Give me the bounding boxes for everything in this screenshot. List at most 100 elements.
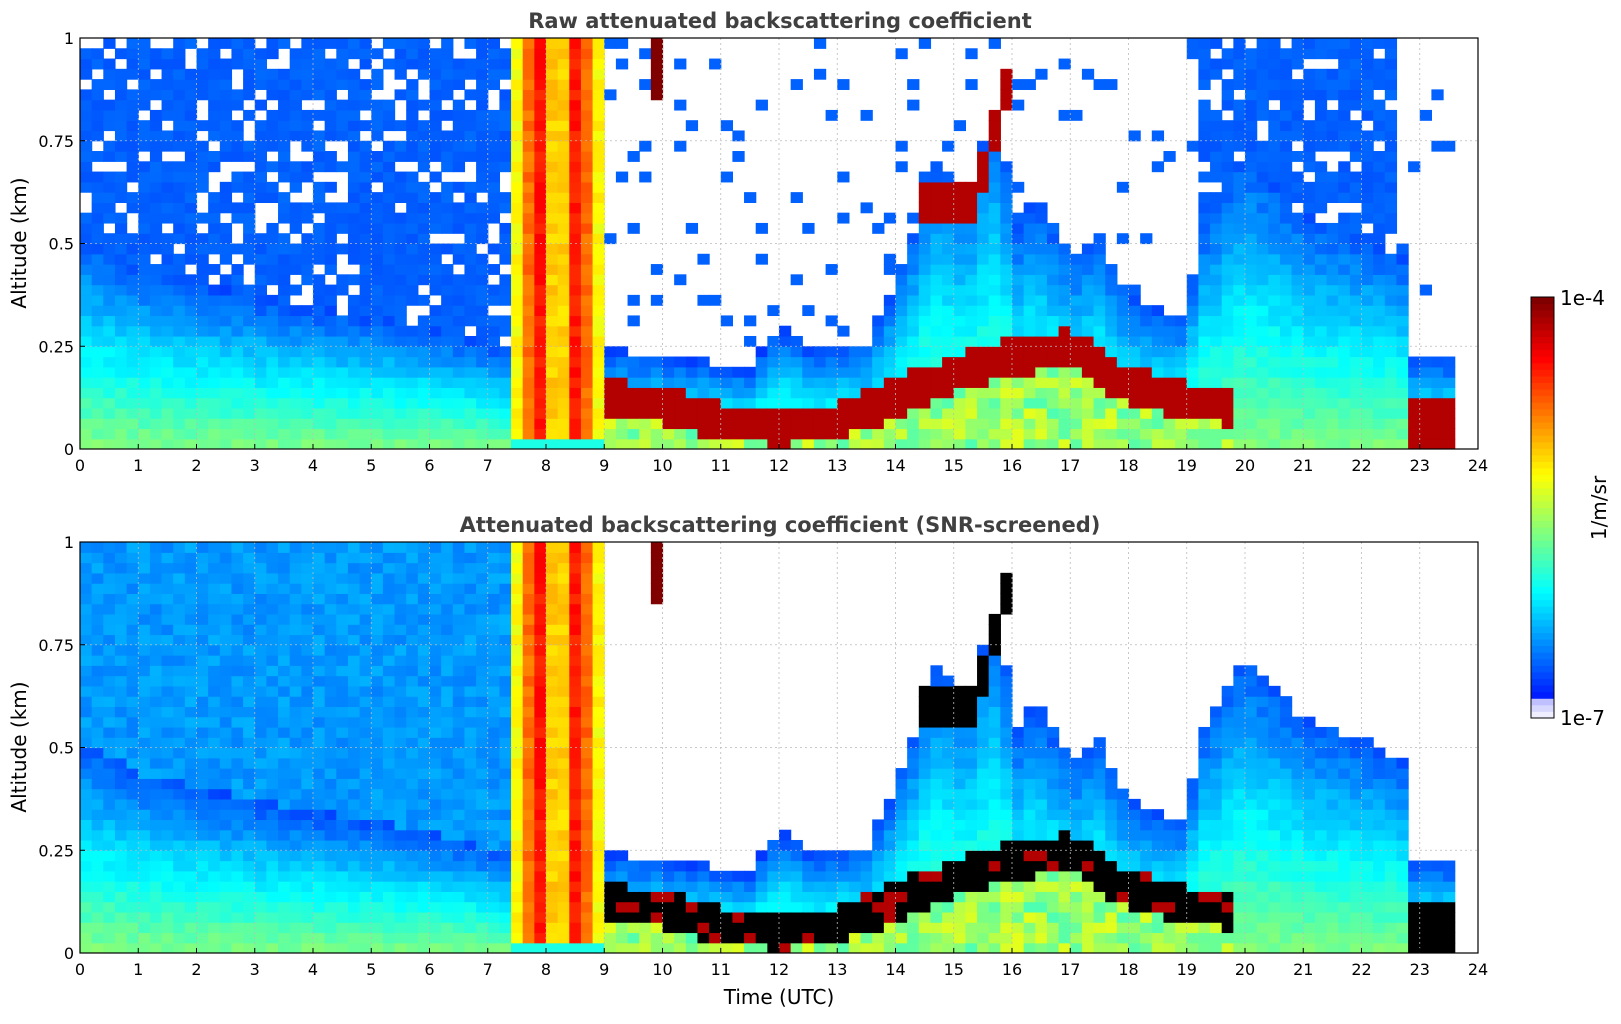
heatmap-cell [1373, 428, 1385, 439]
heatmap-cell [162, 336, 174, 347]
heatmap-cell [360, 182, 372, 193]
heatmap-cell [1198, 38, 1210, 49]
heatmap-cell [220, 819, 232, 830]
heatmap-cell [278, 563, 290, 574]
heatmap-cell [1280, 48, 1292, 59]
heatmap-cell [1268, 161, 1280, 172]
heatmap-cell [569, 377, 581, 388]
heatmap-cell [173, 367, 185, 378]
heatmap-cell [464, 686, 476, 697]
heatmap-cell [92, 223, 104, 234]
heatmap-cell [1385, 223, 1397, 234]
heatmap-cell [278, 789, 290, 800]
heatmap-cell [511, 676, 523, 687]
heatmap-cell [546, 768, 558, 779]
heatmap-cell [499, 542, 511, 553]
heatmap-cell [546, 871, 558, 882]
heatmap-cell [383, 850, 395, 861]
heatmap-cell [266, 367, 278, 378]
heatmap-cell [185, 850, 197, 861]
heatmap-cell [558, 346, 570, 357]
heatmap-cell [173, 213, 185, 224]
heatmap-cell [313, 202, 325, 213]
heatmap-cell [92, 202, 104, 213]
heatmap-cell [523, 48, 535, 59]
heatmap-cell [208, 377, 220, 388]
heatmap-cell [301, 686, 313, 697]
x-tick-label: 7 [483, 456, 493, 475]
heatmap-cell [278, 768, 290, 779]
heatmap-cell [686, 120, 698, 131]
heatmap-cell [231, 285, 243, 296]
heatmap-cell [488, 48, 500, 59]
heatmap-cell [336, 737, 348, 748]
heatmap-cell [499, 151, 511, 162]
heatmap-cell [115, 130, 127, 141]
heatmap-cell [837, 408, 849, 419]
heatmap-cell [255, 161, 267, 172]
heatmap-cell [80, 922, 92, 933]
heatmap-cell [896, 48, 908, 59]
heatmap-cell [266, 676, 278, 687]
heatmap-cell [593, 172, 605, 183]
heatmap-cell [92, 315, 104, 326]
heatmap-cell [138, 213, 150, 224]
heatmap-cell [1420, 357, 1432, 368]
heatmap-cell [278, 748, 290, 759]
heatmap-cell [325, 428, 337, 439]
heatmap-cell [80, 295, 92, 306]
heatmap-cell [1233, 367, 1245, 378]
heatmap-cell [255, 604, 267, 615]
heatmap-cell [383, 686, 395, 697]
heatmap-cell [336, 38, 348, 49]
heatmap-cell [220, 881, 232, 892]
heatmap-cell [1303, 387, 1315, 398]
heatmap-cell [371, 665, 383, 676]
heatmap-cell [441, 202, 453, 213]
heatmap-cell [558, 357, 570, 368]
heatmap-cell [138, 202, 150, 213]
heatmap-cell [523, 737, 535, 748]
heatmap-cell [430, 624, 442, 635]
heatmap-cell [150, 202, 162, 213]
heatmap-cell [1233, 161, 1245, 172]
heatmap-cell [1280, 346, 1292, 357]
heatmap-cell [476, 789, 488, 800]
heatmap-cell [1035, 69, 1047, 80]
heatmap-cell [290, 100, 302, 111]
heatmap-cell [511, 614, 523, 625]
heatmap-cell [534, 59, 546, 70]
heatmap-cell [383, 377, 395, 388]
heatmap-cell [138, 614, 150, 625]
heatmap-cell [511, 192, 523, 203]
heatmap-cell [1129, 336, 1141, 347]
heatmap-cell [1292, 326, 1304, 337]
heatmap-cell [80, 758, 92, 769]
heatmap-cell [1070, 264, 1082, 275]
heatmap-cell [301, 799, 313, 810]
heatmap-cell [92, 634, 104, 645]
heatmap-cell [1257, 223, 1269, 234]
heatmap-cell [115, 172, 127, 183]
heatmap-cell [255, 634, 267, 645]
heatmap-cell [1222, 305, 1234, 316]
heatmap-cell [861, 408, 873, 419]
heatmap-cell [441, 583, 453, 594]
heatmap-cell [1210, 387, 1222, 398]
heatmap-cell [593, 264, 605, 275]
heatmap-cell [989, 336, 1001, 347]
heatmap-cell [523, 778, 535, 789]
heatmap-cell [301, 861, 313, 872]
heatmap-cell [231, 264, 243, 275]
heatmap-cell [92, 573, 104, 584]
heatmap-cell [1152, 398, 1164, 409]
heatmap-cell [1396, 387, 1408, 398]
heatmap-cell [523, 830, 535, 841]
heatmap-cell [185, 624, 197, 635]
heatmap-cell [534, 172, 546, 183]
heatmap-cell [418, 552, 430, 563]
heatmap-cell [1024, 439, 1036, 450]
heatmap-cell [162, 819, 174, 830]
heatmap-cell [360, 408, 372, 419]
heatmap-cell [499, 881, 511, 892]
